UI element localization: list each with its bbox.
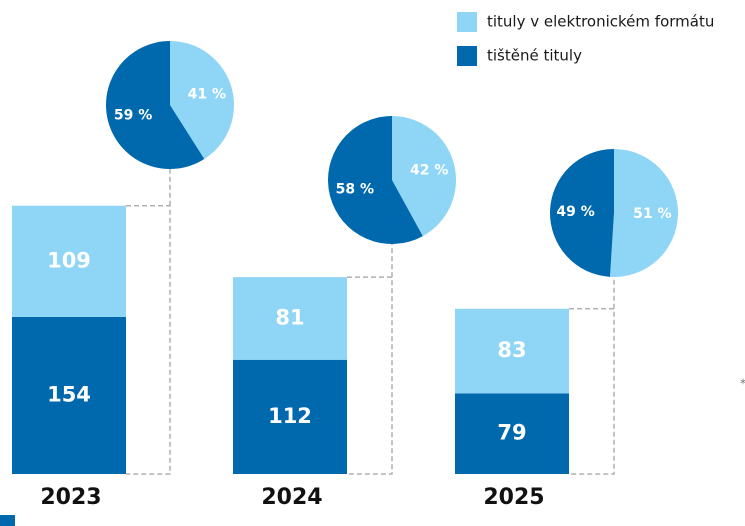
bar-label: 81	[275, 305, 304, 329]
bar-label: 109	[47, 248, 91, 272]
bar-segment	[12, 316, 126, 474]
pie-slice	[105, 41, 205, 169]
bar-label: 154	[47, 382, 91, 406]
pie-label: 41 %	[188, 86, 226, 102]
pie-label: 49 %	[556, 204, 594, 220]
bar-segment	[455, 393, 569, 474]
pie-label: 51 %	[633, 206, 671, 222]
bar-segment	[233, 277, 347, 360]
connector	[569, 277, 615, 475]
legend-label: tituly v elektronickém formátu	[487, 13, 714, 31]
bar-segment	[455, 308, 569, 394]
bar-segment	[233, 359, 347, 474]
year-label: 2024	[261, 485, 322, 510]
pie-slice	[549, 149, 614, 277]
legend-swatch	[457, 46, 477, 66]
legend-label: tištěné tituly	[487, 47, 582, 65]
bar-label: 79	[497, 421, 526, 445]
pie-label: 58 %	[336, 182, 374, 198]
bar-segment	[12, 205, 126, 317]
pie-slice	[392, 116, 457, 237]
pie-slice	[609, 149, 678, 277]
bar-label: 112	[268, 404, 312, 428]
bar-label: 83	[497, 338, 526, 362]
connector	[126, 169, 171, 475]
connector	[347, 244, 393, 475]
pie-label: 59 %	[114, 108, 152, 124]
legend-swatch	[457, 12, 477, 32]
corner-decoration	[0, 515, 15, 526]
year-label: 2023	[40, 485, 101, 510]
annotation: *	[740, 377, 745, 391]
pie-slice	[170, 41, 234, 160]
pie-slice	[328, 116, 423, 244]
year-label: 2025	[483, 485, 544, 510]
pie-label: 42 %	[410, 162, 448, 178]
